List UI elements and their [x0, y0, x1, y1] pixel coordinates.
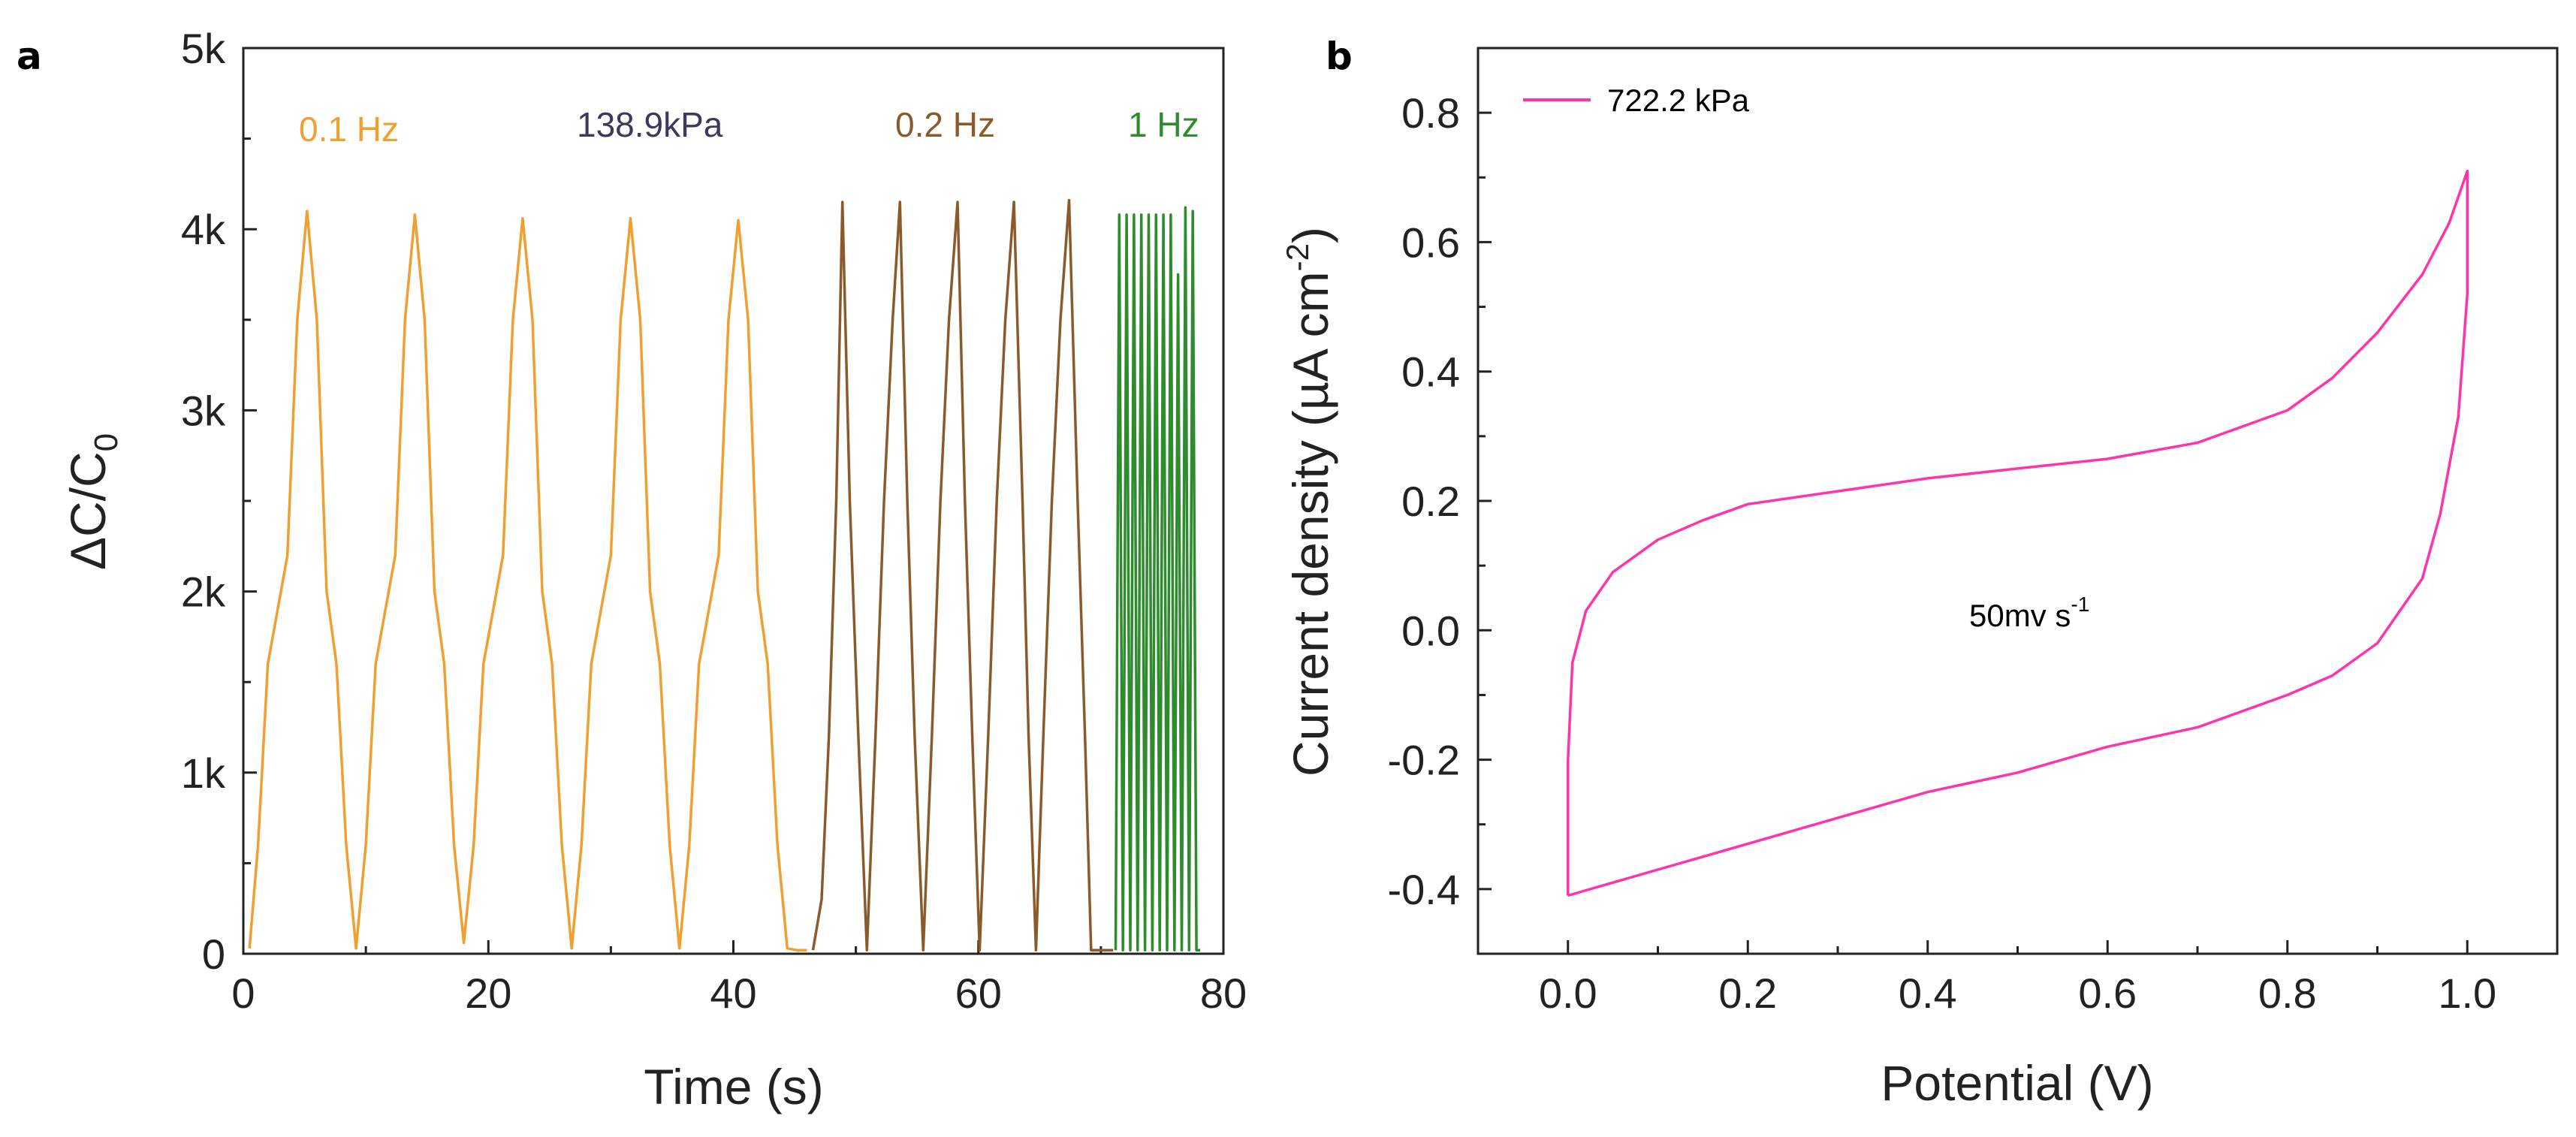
annotation-1hz: 1 Hz [1128, 105, 1199, 144]
scan-rate-annotation: 50mv s-1 [1969, 593, 2089, 633]
panel-a-x-axis-title: Time (s) [644, 1059, 824, 1114]
panel-b-y-tick-label: -0.2 [1388, 737, 1461, 784]
panel-b-x-tick-label: 0.6 [2078, 970, 2137, 1017]
panel-b-y-tick-label: 0.2 [1401, 478, 1460, 525]
panel-a-y-tick-label: 2k [181, 568, 226, 616]
panel-a-y-tick-label: 1k [181, 749, 226, 797]
annotation-pressure: 138.9kPa [577, 105, 723, 144]
panel-a-x-tick-label: 40 [710, 970, 756, 1017]
panel-a-x-tick-label: 80 [1200, 970, 1247, 1017]
panel-a-x-tick-label: 0 [231, 970, 255, 1017]
panel-a-frame [242, 47, 1225, 955]
panel-b-y-tick-label: 0.8 [1401, 89, 1460, 137]
panel-a-y-tick-label: 0 [202, 930, 225, 978]
panel-a-y-axis-title-subscript: 0 [88, 433, 125, 451]
panel-a-letter: a [17, 35, 42, 78]
panel-b-letter: b [1326, 35, 1353, 78]
panel-a-chart: a 0 20 40 60 80 0 1k 2k 3k 4k 5k 0.1 Hz 138.9kPa 0… [17, 25, 1247, 1114]
annotation-0-2hz: 0.2 Hz [895, 105, 995, 144]
panel-a-x-tick-label: 60 [955, 970, 1002, 1017]
panel-a-series-0-line [248, 210, 807, 952]
legend-label-722kpa: 722.2 kPa [1607, 83, 1750, 118]
panel-b-y-axis-title-close: ) [1283, 227, 1338, 243]
panel-a-x-tick-label: 20 [465, 970, 511, 1017]
panel-b-chart: b 0.0 0.2 0.4 0.6 0.8 1.0 -0.4 -0.2 0.0 0.2 0.4 0.6… [1280, 35, 2559, 1111]
panel-b-x-tick-label: 0.4 [1899, 970, 1957, 1017]
panel-a-y-axis-title: ΔC/C0 [60, 433, 125, 570]
panel-b-x-axis-title: Potential (V) [1881, 1055, 2153, 1111]
panel-b-y-tick-label: -0.4 [1388, 866, 1461, 913]
panel-a-series-2-line [1114, 206, 1200, 952]
panel-b-x-tick-label: 0.0 [1539, 970, 1597, 1017]
panel-a-y-tick-label: 4k [181, 206, 226, 253]
panel-a-y-axis-title-main: ΔC/C [60, 451, 116, 570]
panel-b-y-tick-label: 0.6 [1401, 219, 1460, 266]
panel-b-y-tick-label: 0.0 [1401, 607, 1460, 654]
annotation-0-1hz: 0.1 Hz [299, 110, 399, 149]
panel-b-x-tick-label: 0.2 [1718, 970, 1777, 1017]
panel-b-frame [1477, 47, 2559, 955]
panel-b-x-tick-label: 1.0 [2438, 970, 2496, 1017]
panel-b-x-tick-label: 0.8 [2258, 970, 2317, 1017]
scan-rate-text: 50mv s [1969, 598, 2071, 633]
panel-b-y-tick-label: 0.4 [1401, 348, 1460, 396]
panel-b-y-axis-title-main: Current density (µA cm [1283, 271, 1338, 777]
panel-a-series-1-line [811, 198, 1114, 952]
panel-a-y-tick-label: 3k [181, 387, 226, 434]
panel-b-y-axis-title: Current density (µA cm-2) [1280, 227, 1338, 777]
panel-b-cv-curve [1567, 169, 2469, 897]
scan-rate-superscript: -1 [2071, 593, 2089, 616]
panel-b-y-axis-title-superscript: -2 [1280, 243, 1315, 271]
panel-a-y-tick-label: 5k [181, 25, 226, 72]
